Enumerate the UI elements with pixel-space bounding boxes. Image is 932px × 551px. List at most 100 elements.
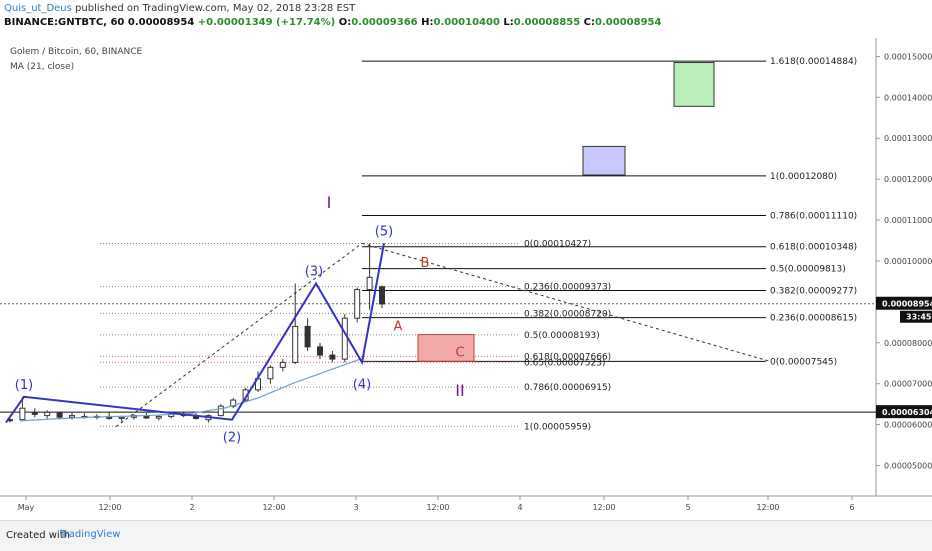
- countdown-text: 33:45: [906, 313, 932, 322]
- created-with-text: Created with: [6, 530, 70, 541]
- time-tick-label: 3: [353, 503, 358, 512]
- annotation-label: I: [327, 193, 332, 212]
- candle-body: [354, 289, 361, 319]
- candle-body: [118, 416, 125, 419]
- time-tick-label: 12:00: [592, 503, 615, 512]
- elliott-wave-line: [5, 243, 385, 424]
- price-axis[interactable]: 0.00015000 0.00014000 0.00013000 0.00012000…: [876, 52, 932, 471]
- publish-line: Quis_ut_Deus published on TradingView.co…: [4, 3, 355, 14]
- candle-body: [267, 366, 274, 380]
- candle-body: [329, 354, 336, 360]
- price-tick-label: 0.00005000: [884, 462, 932, 471]
- time-tick-label: 4: [517, 503, 522, 512]
- candle-body: [31, 411, 38, 415]
- candles: [7, 243, 385, 423]
- time-tick-label: 2: [189, 503, 194, 512]
- candle-body: [143, 415, 150, 419]
- time-tick-label: 12:00: [98, 503, 121, 512]
- target-box-green: [673, 62, 715, 107]
- price-tick-label: 0.00008000: [884, 339, 932, 348]
- symbol-text: BINANCE:GNTBTC, 60: [4, 17, 125, 28]
- time-tick-label: 12:00: [262, 503, 285, 512]
- support-price-tag: [876, 405, 932, 419]
- last-price-tag: [876, 296, 932, 310]
- fib-right-label: 1.618(0.00014884): [770, 57, 857, 67]
- price-change: +0.00001349 (+17.74%): [197, 17, 336, 28]
- trend-line: [361, 242, 771, 362]
- annotation-label: A: [394, 320, 403, 335]
- price-tick-label: 0.00006000: [884, 421, 932, 430]
- author-link[interactable]: Quis_ut_Deus: [4, 3, 72, 14]
- candle-body: [317, 346, 323, 356]
- chart-header: Quis_ut_Deus published on TradingView.co…: [0, 0, 932, 30]
- price-tick-label: 0.00013000: [884, 134, 932, 143]
- fib-right-label: 0.786(0.00011110): [770, 212, 857, 222]
- legend-ma: MA (21, close): [10, 62, 74, 72]
- price-tick-label: 0.00012000: [884, 175, 932, 184]
- fib-right-label: 0.618(0.00010348): [770, 243, 857, 253]
- close-label: C:: [583, 17, 596, 28]
- time-tick-label: 12:00: [756, 503, 779, 512]
- last-price-tag-text: 0.00008954: [882, 300, 932, 309]
- ohlc-line: BINANCE:GNTBTC, 60 0.00008954 +0.0000134…: [4, 17, 661, 28]
- ma-line: [19, 358, 361, 422]
- target-boxes: [417, 62, 715, 362]
- wave-label: (2): [223, 431, 241, 446]
- grid: [0, 38, 932, 497]
- fib-left-label: 1(0.00005959): [524, 422, 591, 432]
- last-price: 0.00008954: [127, 17, 195, 28]
- annotation-label: II: [455, 381, 464, 400]
- fib-left-label: 0.5(0.00008193): [524, 331, 600, 341]
- price-tick-label: 0.00010000: [884, 257, 932, 266]
- candle-body: [44, 411, 51, 417]
- fib-right-label: 0.5(0.00009813): [770, 265, 846, 275]
- fib-left-label: 0.65(0.00007523): [524, 358, 605, 368]
- wave-label: (1): [15, 378, 33, 393]
- legend-title: Golem / Bitcoin, 60, BINANCE: [10, 47, 143, 57]
- time-tick-label: 5: [685, 503, 690, 512]
- support-price-tag-text: 0.00006304: [882, 408, 932, 417]
- annotation-label: B: [421, 256, 430, 271]
- candle-body: [279, 361, 286, 368]
- time-axis[interactable]: May 12:00 2 12:00 3 12:00 4 12:00 5 12:00 6: [18, 496, 855, 512]
- fib-left-label: 0.382(0.00008720): [524, 309, 611, 319]
- candle-body: [366, 276, 373, 291]
- countdown-tag: [900, 310, 932, 323]
- tradingview-logo[interactable]: TradingView: [60, 529, 121, 540]
- price-tick-label: 0.00007000: [884, 380, 932, 389]
- wave-label: (4): [353, 377, 371, 392]
- open-label: O:: [338, 17, 352, 28]
- fib-left-label: 0(0.00010427): [524, 239, 591, 249]
- price-tick-label: 0.00011000: [884, 216, 932, 225]
- time-tick-label: 6: [849, 503, 854, 512]
- fib-levels: 1.618(0.00014884) 1(0.00012080) 0.786(0.00…: [0, 57, 876, 432]
- fib-right-label: 0(0.00007545): [770, 357, 837, 367]
- wave-label: (3): [305, 264, 323, 279]
- target-box-blue: [582, 145, 626, 176]
- published-text: published on TradingView.com, May 02, 20…: [75, 3, 356, 14]
- low-label: L:: [503, 17, 514, 28]
- price-chart[interactable]: 1.618(0.00014884) 1(0.00012080) 0.786(0.00…: [0, 38, 932, 520]
- open-value: 0.00009366: [351, 17, 418, 28]
- candle-body: [230, 399, 237, 407]
- candle-body: [304, 325, 311, 348]
- candle-body: [69, 415, 75, 418]
- candle-body: [56, 412, 63, 418]
- footer: Created with TradingView: [0, 520, 932, 551]
- close-value: 0.00008954: [595, 17, 662, 28]
- fib-right-label: 0.236(0.00008615): [770, 314, 857, 324]
- fib-left-label: 0.236(0.00009373): [524, 283, 611, 293]
- candle-body: [217, 405, 224, 417]
- price-tick-label: 0.00014000: [884, 93, 932, 102]
- time-tick-label: May: [18, 503, 35, 512]
- low-value: 0.00008855: [513, 17, 581, 28]
- high-value: 0.00010400: [433, 17, 500, 28]
- time-tick-label: 12:00: [426, 503, 449, 512]
- annotation-label: C: [455, 345, 464, 360]
- candle-body: [292, 325, 299, 363]
- wave-label: (5): [375, 224, 393, 239]
- fib-left-label: 0.618(0.00007666): [524, 352, 611, 362]
- fib-right-label: 0.382(0.00009277): [770, 287, 857, 297]
- candle-body: [341, 317, 348, 360]
